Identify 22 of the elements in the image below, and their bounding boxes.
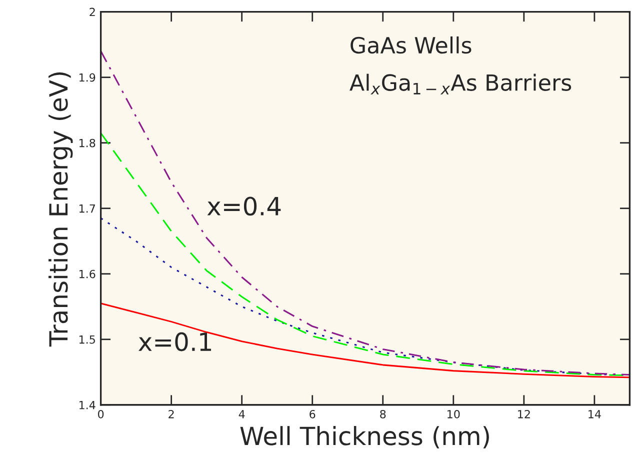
annotation: Al$_{x}$Ga$_{1−x}$As Barriers	[350, 74, 572, 94]
x-tick-label: 4	[238, 410, 245, 418]
y-tick-label: 1.8	[79, 138, 96, 148]
annotation: x=0.4	[207, 196, 281, 216]
x-tick-label: 12	[518, 410, 530, 418]
y-tick-label: 1.9	[79, 73, 96, 82]
y-axis-title: Transition Energy (eV)	[48, 72, 73, 347]
x-tick-label: 0	[98, 410, 104, 418]
line-series	[100, 302, 630, 378]
x-axis-title: Well Thickness (nm)	[240, 426, 489, 448]
x-tick-label: 14	[588, 410, 601, 418]
x-tick-label: 6	[310, 410, 316, 418]
y-tick-label: 2	[90, 8, 95, 16]
x-tick-label: 8	[380, 410, 386, 418]
annotation: x=0.1	[138, 332, 212, 352]
y-tick-label: 1.4	[79, 401, 96, 410]
annotation: GaAs Wells	[350, 36, 472, 54]
y-tick-label: 1.5	[79, 336, 95, 344]
x-tick-label: 2	[168, 410, 174, 418]
y-tick-label: 1.6	[79, 270, 96, 278]
x-tick-label: 10	[448, 410, 460, 418]
y-tick-label: 1.7	[79, 204, 95, 213]
